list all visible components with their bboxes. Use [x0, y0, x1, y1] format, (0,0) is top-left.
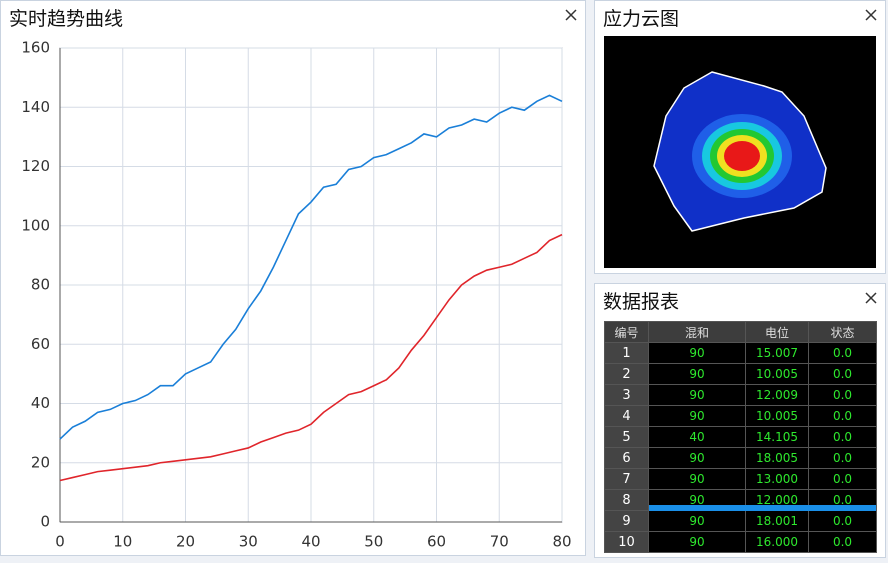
table-row: 3 90 12.009 0.0 [604, 384, 877, 406]
table-cell: 2 [604, 363, 649, 385]
table-cell: 90 [648, 447, 746, 469]
table-cell: 90 [648, 405, 746, 427]
table-cell: 40 [648, 426, 746, 448]
close-button[interactable] [863, 290, 879, 306]
table-cell: 1 [604, 342, 649, 364]
x-tick-label: 20 [176, 533, 195, 551]
table-row: 9 90 18.001 0.0 [604, 510, 877, 532]
table-cell: 90 [648, 342, 746, 364]
table-row: 2 90 10.005 0.0 [604, 363, 877, 385]
panel-title: 数据报表 [603, 291, 680, 313]
table-cell: 10 [604, 531, 649, 553]
table-cell: 0.0 [808, 405, 877, 427]
column-header: 状态 [808, 321, 877, 343]
table-cell: 10.005 [745, 405, 809, 427]
table-cell: 10.005 [745, 363, 809, 385]
panel-title: 应力云图 [603, 8, 680, 30]
y-tick-label: 40 [31, 394, 50, 412]
table-cell: 12.009 [745, 384, 809, 406]
selection-bar [649, 505, 876, 511]
x-tick-label: 60 [427, 533, 446, 551]
table-cell: 90 [648, 531, 746, 553]
x-tick-label: 10 [113, 533, 132, 551]
y-tick-label: 160 [21, 39, 50, 57]
x-tick-label: 0 [55, 533, 65, 551]
table-cell: 16.000 [745, 531, 809, 553]
table-row: 1 90 15.007 0.0 [604, 342, 877, 364]
table-cell: 7 [604, 468, 649, 490]
table-cell: 90 [648, 384, 746, 406]
table-cell: 90 [648, 468, 746, 490]
table-cell: 9 [604, 510, 649, 532]
table-cell: 5 [604, 426, 649, 448]
x-tick-label: 30 [239, 533, 258, 551]
table-cell: 6 [604, 447, 649, 469]
close-button[interactable] [863, 7, 879, 23]
x-tick-label: 80 [552, 533, 571, 551]
y-tick-label: 80 [31, 276, 50, 294]
table-cell: 13.000 [745, 468, 809, 490]
table-cell: 0.0 [808, 342, 877, 364]
y-tick-label: 120 [21, 157, 50, 175]
table-cell: 0.0 [808, 447, 877, 469]
table-cell: 0.0 [808, 384, 877, 406]
table-cell: 0.0 [808, 426, 877, 448]
column-header: 编号 [604, 321, 649, 343]
table-cell: 90 [648, 510, 746, 532]
table-cell: 3 [604, 384, 649, 406]
x-tick-label: 40 [301, 533, 320, 551]
column-header: 混和 [648, 321, 746, 343]
x-tick-label: 70 [490, 533, 509, 551]
panel-title: 实时趋势曲线 [9, 8, 124, 30]
y-tick-label: 20 [31, 453, 50, 471]
y-tick-label: 140 [21, 98, 50, 116]
table-cell: 90 [648, 363, 746, 385]
contour-image [604, 36, 876, 268]
table-cell: 0.0 [808, 510, 877, 532]
data-line [59, 233, 563, 482]
data-table: 编号 混和 电位 状态 1 90 15.007 0.0 2 90 10.005 0.0 3 90 12.00… [604, 321, 877, 553]
table-row: 5 40 14.105 0.0 [604, 426, 877, 448]
table-cell: 0.0 [808, 468, 877, 490]
table-row: 6 90 18.005 0.0 [604, 447, 877, 469]
column-header: 电位 [745, 321, 809, 343]
table-cell: 4 [604, 405, 649, 427]
table-cell: 8 [604, 489, 649, 511]
x-tick-label: 50 [364, 533, 383, 551]
close-button[interactable] [563, 7, 579, 23]
table-row: 10 90 16.000 0.0 [604, 531, 877, 553]
y-tick-label: 0 [40, 513, 50, 531]
table-cell: 18.005 [745, 447, 809, 469]
contour-panel: 应力云图 [594, 0, 886, 274]
table-cell: 0.0 [808, 363, 877, 385]
table-cell: 18.001 [745, 510, 809, 532]
data-line [59, 94, 563, 440]
table-row: 4 90 10.005 0.0 [604, 405, 877, 427]
header-row: 编号 混和 电位 状态 [604, 321, 877, 343]
table-cell: 15.007 [745, 342, 809, 364]
y-tick-label: 100 [21, 216, 50, 234]
table-cell: 14.105 [745, 426, 809, 448]
table-row: 7 90 13.000 0.0 [604, 468, 877, 490]
y-tick-label: 60 [31, 335, 50, 353]
table-cell: 0.0 [808, 531, 877, 553]
chart: 0 20 40 60 80 100 120 140 160 0 10 20 30 40 50 60 70 80 [21, 39, 571, 551]
